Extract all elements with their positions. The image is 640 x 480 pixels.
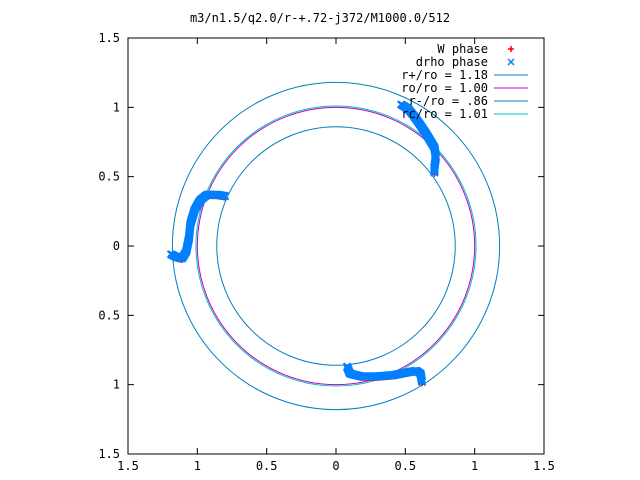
- radius-circle-1: [196, 106, 476, 386]
- legend-marker: [507, 58, 515, 66]
- drho-phase-point: [220, 191, 230, 201]
- y-tick-label: 1.5: [98, 31, 120, 45]
- x-tick-label: 1.5: [117, 459, 139, 473]
- y-tick-label: 0.5: [98, 170, 120, 184]
- radius-circle-0: [171, 81, 501, 411]
- legend-label-1: drho phase: [416, 55, 488, 69]
- drho-phase-point: [430, 168, 439, 177]
- radius-circle-2: [216, 126, 456, 366]
- x-tick-label: 0.5: [256, 459, 278, 473]
- y-tick-label: 0: [113, 239, 120, 253]
- marker-stroke: [430, 168, 439, 177]
- drho-phase-point: [417, 377, 427, 387]
- radius-circle-3: [195, 105, 477, 387]
- legend-label-4: r-/ro = .86: [409, 94, 488, 108]
- y-tick-label: 1: [113, 100, 120, 114]
- x-tick-label: 1: [471, 459, 478, 473]
- x-tick-label: 0.5: [394, 459, 416, 473]
- y-tick-label: 1.5: [98, 447, 120, 461]
- chart-title: m3/n1.5/q2.0/r-+.72-j372/M1000.0/512: [190, 11, 450, 25]
- legend-label-0: W phase: [437, 42, 488, 56]
- x-tick-label: 0: [332, 459, 339, 473]
- legend-label-5: rc/ro = 1.01: [401, 107, 488, 121]
- legend-label-2: r+/ro = 1.18: [401, 68, 488, 82]
- marker-stroke: [220, 191, 230, 201]
- y-tick-label: 0.5: [98, 308, 120, 322]
- x-tick-label: 1: [194, 459, 201, 473]
- marker-stroke: [417, 377, 427, 387]
- plot-marks: [166, 81, 501, 411]
- x-tick-label: 1.5: [533, 459, 555, 473]
- legend-label-3: ro/ro = 1.00: [401, 81, 488, 95]
- y-tick-label: 1: [113, 378, 120, 392]
- axis-ticks: 1.5 1 0.5 0 0.5 1 1.51.510.500.511.5: [98, 31, 555, 473]
